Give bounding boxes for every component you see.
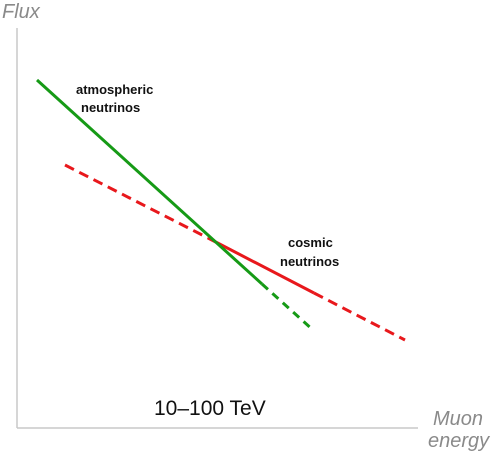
y-axis-title: Flux bbox=[2, 1, 41, 23]
cosmic-label-line2: neutrinos bbox=[280, 254, 339, 269]
cosmic-neutrinos-line-dashed-low bbox=[64, 163, 209, 240]
atmospheric-label-line1: atmospheric bbox=[76, 82, 153, 97]
energy-range-label: 10–100 TeV bbox=[154, 397, 266, 420]
cosmic-label-line1: cosmic bbox=[288, 235, 333, 250]
x-axis-title-line1: Muon bbox=[433, 408, 483, 430]
atmospheric-neutrinos-line-solid bbox=[35, 78, 264, 286]
cosmic-neutrinos-line-solid bbox=[207, 236, 315, 295]
atmospheric-neutrinos-line-dashed bbox=[260, 282, 315, 332]
atmospheric-label-line2: neutrinos bbox=[81, 100, 140, 115]
cosmic-neutrinos-line-dashed-high bbox=[313, 291, 406, 342]
x-axis-title-line2: energy bbox=[428, 430, 490, 452]
